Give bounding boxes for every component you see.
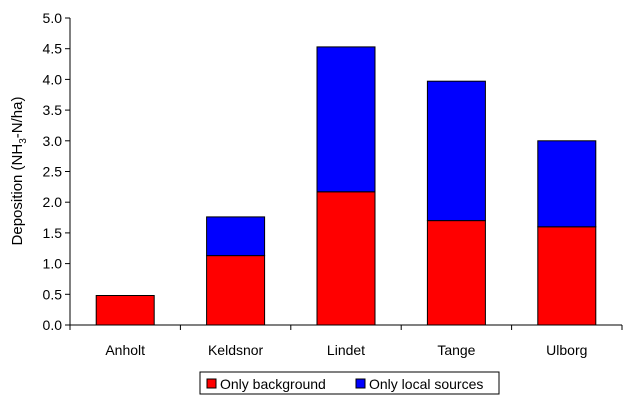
bar-anholt-background	[95, 295, 155, 326]
legend-label-background: Only background	[220, 376, 326, 392]
y-tick-label: 1.5	[43, 225, 63, 241]
bar-keldsnor-local	[206, 216, 266, 257]
bar-ulborg-local	[537, 140, 597, 228]
y-axis-title-main: Deposition (NH	[9, 144, 26, 246]
y-axis-title: Deposition (NH3-N/ha)	[9, 97, 29, 246]
bar-lindet-local	[316, 46, 376, 193]
y-tick-label: 4.0	[43, 71, 63, 87]
y-tick-label: 4.5	[43, 41, 63, 57]
y-tick-labels: 0.0 0.5 1.0 1.5 2.0 2.5 3.0 3.5 4.0 4.5 5.0	[43, 10, 63, 333]
bar-ulborg-background	[537, 226, 597, 326]
x-tick-label-keldsnor: Keldsnor	[208, 342, 264, 358]
y-tick-label: 5.0	[43, 10, 63, 26]
bar-lindet-background	[316, 191, 376, 326]
axes-group	[65, 17, 623, 330]
legend: Only background Only local sources	[199, 371, 500, 395]
bar-tange-background	[426, 220, 486, 326]
legend-swatch-background	[206, 378, 217, 389]
y-tick-label: 2.0	[43, 194, 63, 210]
x-tick-label-lindet: Lindet	[327, 342, 365, 358]
y-tick-label: 2.5	[43, 164, 63, 180]
x-tick-label-tange: Tange	[437, 342, 475, 358]
bars-group	[95, 46, 597, 326]
x-tick-label-anholt: Anholt	[105, 342, 145, 358]
legend-swatch-local	[355, 378, 366, 389]
y-axis-title-subscript: 3	[18, 138, 29, 144]
x-tick-label-ulborg: Ulborg	[546, 342, 587, 358]
y-tick-label: 1.0	[43, 256, 63, 272]
y-tick-label: 0.5	[43, 286, 63, 302]
bar-tange-local	[426, 80, 486, 222]
legend-border	[199, 371, 500, 395]
y-axis-title-tail: -N/ha)	[9, 97, 26, 139]
legend-label-local: Only local sources	[369, 376, 483, 392]
y-tick-label: 3.0	[43, 133, 63, 149]
y-tick-label: 0.0	[43, 317, 63, 333]
bar-keldsnor-background	[206, 255, 266, 326]
x-tick-labels: Anholt Keldsnor Lindet Tange Ulborg	[105, 342, 587, 358]
y-tick-label: 3.5	[43, 102, 63, 118]
